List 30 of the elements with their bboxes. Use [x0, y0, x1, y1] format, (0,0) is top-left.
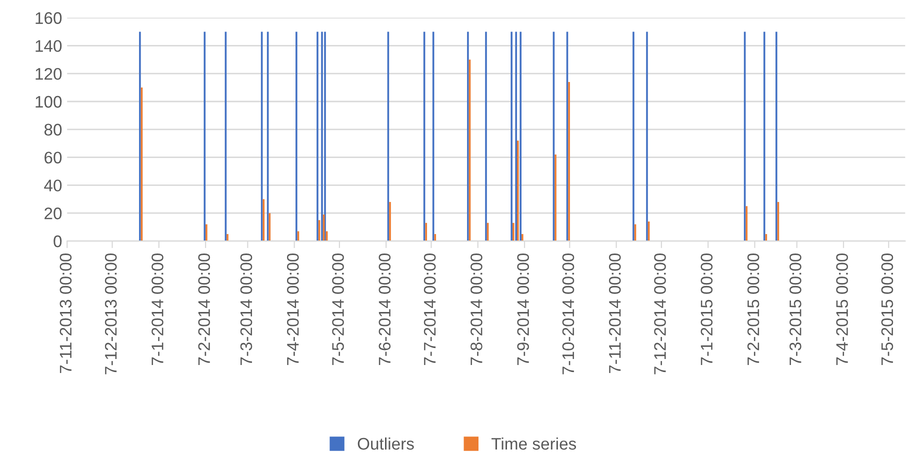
y-tick-label: 100 [36, 96, 62, 108]
x-tick-label: 7-4-2015 00:00 [836, 253, 848, 366]
x-tick-label: 7-2-2015 00:00 [747, 253, 760, 366]
legend-label: Time series [492, 437, 576, 450]
x-tick-label: 7-3-2015 00:00 [790, 253, 802, 366]
x-tick-label: 7-12-2013 00:00 [104, 253, 117, 374]
x-tick-label: 7-11-2013 00:00 [60, 253, 72, 374]
y-tick-label: 0 [54, 235, 62, 248]
legend-label: Outliers [358, 437, 414, 450]
x-tick-label: 7-9-2014 00:00 [517, 253, 529, 366]
y-tick-label: 40 [44, 180, 62, 192]
x-tick-label: 7-1-2015 00:00 [700, 253, 713, 366]
x-tick-label: 7-5-2014 00:00 [332, 253, 344, 366]
y-tick-label: 160 [36, 12, 62, 24]
x-tick-label: 7-12-2014 00:00 [654, 253, 666, 374]
y-tick-label: 140 [36, 40, 62, 52]
x-tick-label: 7-7-2014 00:00 [424, 253, 436, 366]
x-tick-label: 7-4-2014 00:00 [286, 253, 299, 366]
x-tick-label: 7-11-2014 00:00 [608, 253, 621, 374]
y-tick-label: 20 [44, 208, 62, 220]
x-tick-label: 7-2-2014 00:00 [198, 253, 210, 366]
y-tick-label: 120 [36, 68, 62, 80]
x-tick-label: 7-6-2014 00:00 [378, 253, 391, 366]
x-tick-label: 7-8-2014 00:00 [470, 253, 482, 366]
y-tick-label: 80 [44, 124, 62, 136]
y-tick-label: 60 [44, 152, 62, 164]
x-tick-label: 7-1-2014 00:00 [152, 253, 164, 366]
x-tick-label: 7-10-2014 00:00 [562, 253, 574, 374]
x-tick-label: 7-3-2014 00:00 [240, 253, 252, 366]
x-tick-label: 7-5-2015 00:00 [881, 253, 894, 366]
